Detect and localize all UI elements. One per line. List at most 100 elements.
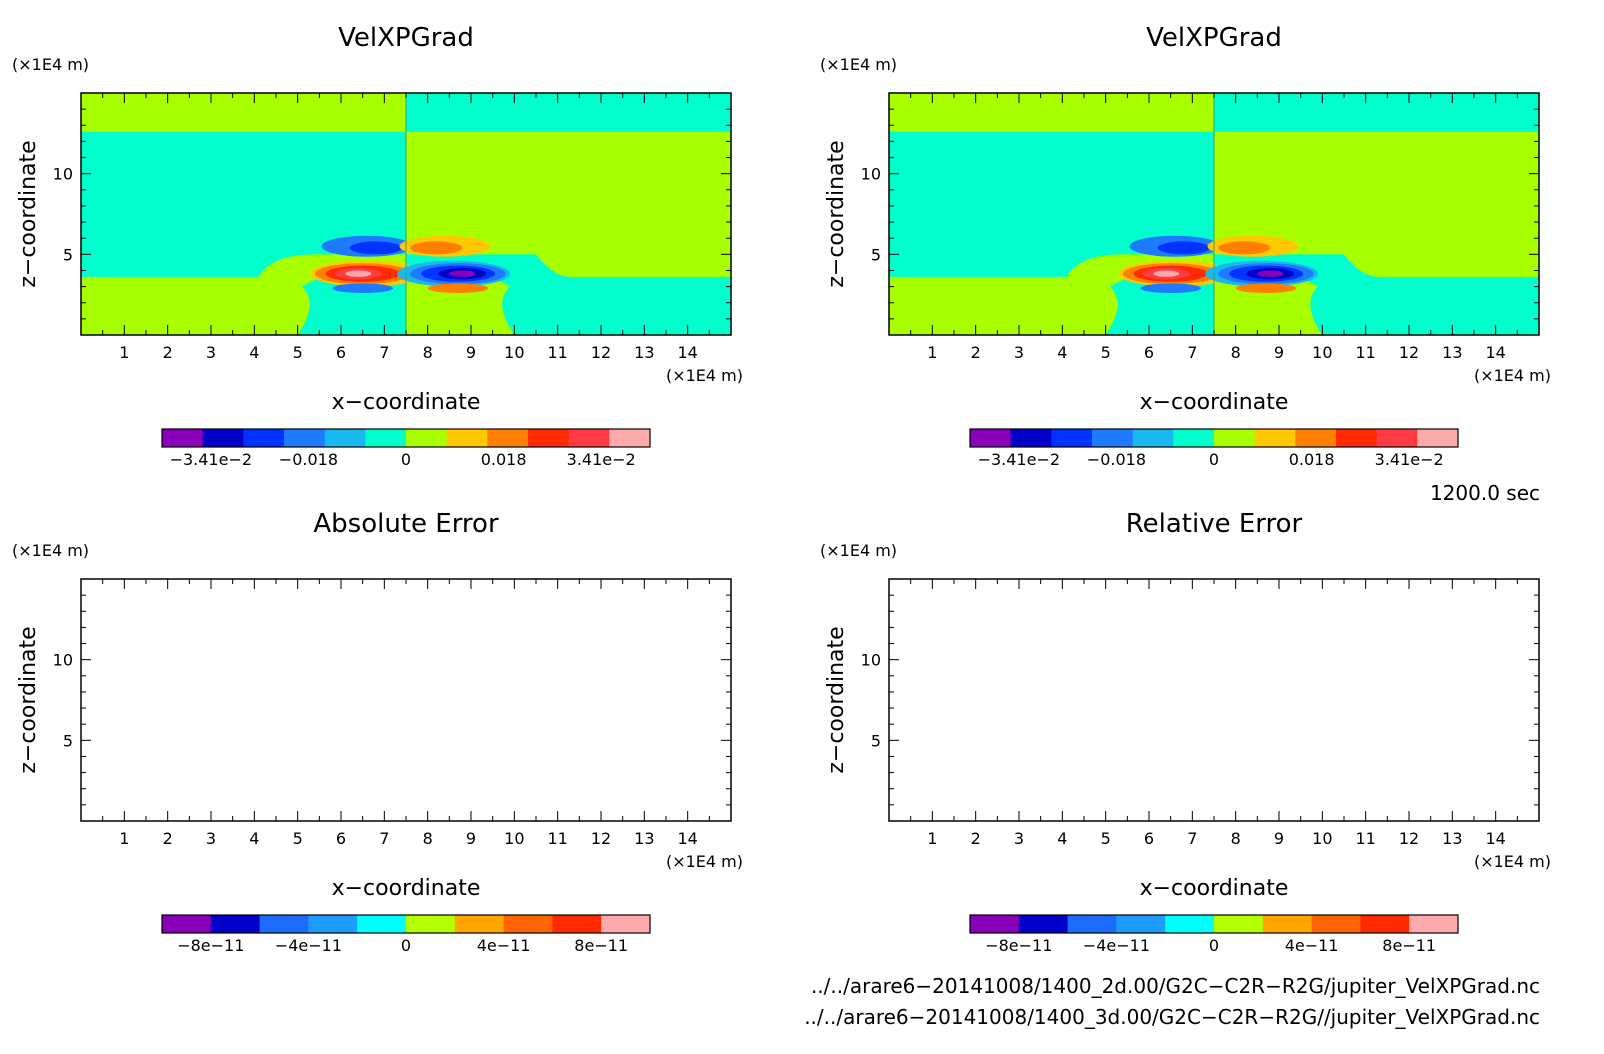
- colorbar-swatch: [308, 915, 358, 933]
- time-label: 1200.0 sec: [1430, 481, 1540, 505]
- x-tick-label: 9: [1274, 343, 1284, 362]
- x-tick-label: 2: [163, 829, 173, 848]
- x-tick-label: 14: [1485, 343, 1505, 362]
- colorbar-swatch: [1360, 915, 1410, 933]
- colorbar-swatch: [357, 915, 407, 933]
- colorbar-label: −3.41e−2: [170, 450, 252, 469]
- colorbar-swatch: [1417, 429, 1459, 447]
- x-tick-label: 1: [119, 343, 129, 362]
- x-tick-label: 2: [971, 343, 981, 362]
- colorbar-label: 8e−11: [574, 936, 628, 955]
- x-tick-label: 4: [1057, 343, 1067, 362]
- y-unit-label: (×1E4 m): [820, 541, 897, 560]
- x-tick-label: 3: [1014, 343, 1024, 362]
- colorbar-swatch: [162, 429, 204, 447]
- x-tick-label: 7: [1187, 829, 1197, 848]
- field-band-top-right: [1214, 93, 1539, 132]
- chart-title: VelXPGrad: [1146, 23, 1282, 53]
- colorbar-swatch: [446, 429, 488, 447]
- chart-panel-1: VelXPGrad(×1E4 m)1 2 3 4 5 6 7 8 9 10 11 12 13 14510(…: [12, 23, 743, 469]
- colorbar-label: −8e−11: [177, 936, 244, 955]
- x-tick-label: 12: [1399, 829, 1419, 848]
- x-tick-label: 6: [1144, 829, 1154, 848]
- colorbar-label: 0.018: [1289, 450, 1335, 469]
- x-tick-label: 6: [1144, 343, 1154, 362]
- x-tick-label: 8: [1231, 343, 1241, 362]
- lobe-lower-left: [1140, 283, 1201, 294]
- x-axis-label: x−coordinate: [332, 876, 481, 901]
- chart-panel-2: VelXPGrad(×1E4 m)1 2 3 4 5 6 7 8 9 10 11 12 13 14510(…: [820, 23, 1551, 469]
- lobe-center-left-core: [1153, 270, 1180, 277]
- colorbar: −8e−11 −4e−11 0 4e−11 8e−11: [161, 914, 651, 955]
- chart-title: Relative Error: [1126, 509, 1303, 539]
- colorbar-swatch: [259, 915, 309, 933]
- x-tick-label: 13: [1442, 343, 1462, 362]
- x-tick-label: 6: [336, 343, 346, 362]
- x-tick-label: 13: [1442, 829, 1462, 848]
- x-tick-label: 9: [466, 343, 476, 362]
- colorbar-label: −0.018: [1087, 450, 1146, 469]
- x-tick-label: 12: [1399, 343, 1419, 362]
- colorbar-frame: [161, 428, 651, 448]
- y-axis-label: z−coordinate: [16, 626, 41, 773]
- colorbar-label: −4e−11: [275, 936, 342, 955]
- x-tick-label: 10: [504, 829, 524, 848]
- lobe-upper-left-inner: [1157, 241, 1210, 255]
- x-tick-label: 7: [379, 343, 389, 362]
- field-contours: [81, 93, 731, 335]
- x-tick-label: 14: [677, 829, 697, 848]
- x-tick-label: 3: [206, 829, 216, 848]
- x-tick-label: 5: [1101, 829, 1111, 848]
- x-tick-label: 4: [249, 343, 259, 362]
- colorbar-swatch: [609, 429, 651, 447]
- y-tick-label: 5: [871, 731, 881, 750]
- x-tick-label: 11: [547, 343, 567, 362]
- x-tick-label: 10: [1312, 829, 1332, 848]
- lobe-lower-right: [1235, 283, 1297, 294]
- x-tick-label: 12: [591, 343, 611, 362]
- x-tick-label: 6: [336, 829, 346, 848]
- x-tick-label: 14: [1485, 829, 1505, 848]
- plot-frame: [888, 578, 1540, 822]
- colorbar-frame: [161, 914, 651, 934]
- colorbar-label: 0: [1209, 936, 1219, 955]
- colorbar-swatch: [1311, 915, 1361, 933]
- colorbar-swatch: [970, 915, 1020, 933]
- lobe-upper-left-inner: [349, 241, 402, 255]
- x-tick-label: 5: [1101, 343, 1111, 362]
- field-band-top-right: [406, 93, 731, 132]
- x-tick-label: 11: [547, 829, 567, 848]
- x-tick-label: 13: [634, 829, 654, 848]
- x-tick-label: 8: [1231, 829, 1241, 848]
- x-tick-label: 9: [1274, 829, 1284, 848]
- colorbar-swatch: [1376, 429, 1418, 447]
- x-tick-label: 2: [163, 343, 173, 362]
- field-band-top-left: [81, 93, 406, 132]
- x-axis-label: x−coordinate: [1140, 876, 1289, 901]
- colorbar-label: −3.41e−2: [978, 450, 1060, 469]
- y-tick-label: 5: [871, 245, 881, 264]
- colorbar-swatch: [1173, 429, 1215, 447]
- field-contours: [889, 93, 1539, 335]
- colorbar-label: 4e−11: [1285, 936, 1339, 955]
- colorbar-swatch: [1067, 915, 1117, 933]
- colorbar: −3.41e−2 −0.018 0 0.018 3.41e−2: [969, 428, 1459, 469]
- y-axis-label: z−coordinate: [824, 626, 849, 773]
- file-path-2: ../../arare6−20141008/1400_3d.00/G2C−C2R…: [804, 1005, 1540, 1029]
- x-unit-label: (×1E4 m): [666, 852, 743, 871]
- x-tick-label: 13: [634, 343, 654, 362]
- x-tick-label: 3: [206, 343, 216, 362]
- x-tick-label: 2: [971, 829, 981, 848]
- x-axis-label: x−coordinate: [332, 390, 481, 415]
- colorbar-swatch: [1295, 429, 1337, 447]
- colorbar-swatch: [1409, 915, 1459, 933]
- x-tick-label: 7: [379, 829, 389, 848]
- x-tick-label: 5: [293, 829, 303, 848]
- chart-panel-3: Absolute Error(×1E4 m)1 2 3 4 5 6 7 8 9 10 11 12 13 1…: [12, 509, 743, 955]
- x-unit-label: (×1E4 m): [1474, 366, 1551, 385]
- colorbar-swatch: [1165, 915, 1215, 933]
- colorbar-label: 3.41e−2: [1375, 450, 1444, 469]
- colorbar-swatch: [1262, 915, 1313, 933]
- x-tick-label: 1: [927, 343, 937, 362]
- colorbar: −8e−11 −4e−11 0 4e−11 8e−11: [969, 914, 1459, 955]
